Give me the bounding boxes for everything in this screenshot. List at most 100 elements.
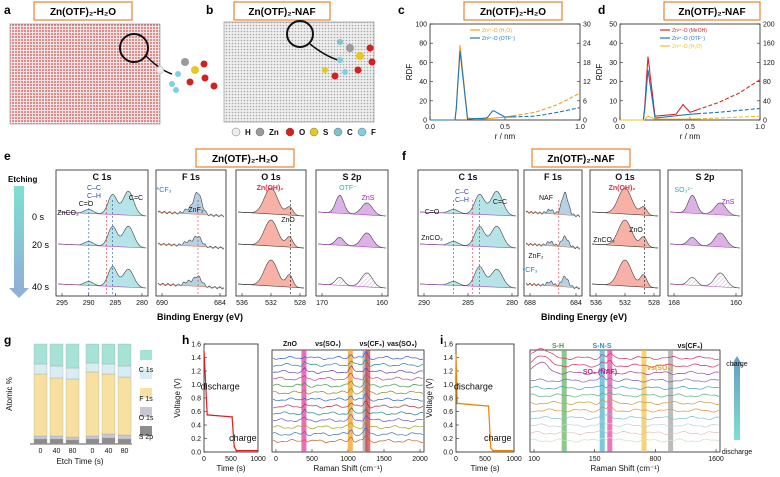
xps-baseline-F-1 xyxy=(157,243,225,249)
xps-tick-label: 536 xyxy=(590,300,602,307)
xps-tick-label: 684 xyxy=(570,300,582,307)
atom-C-swatch xyxy=(333,127,343,137)
series-line-1 xyxy=(620,70,697,121)
xps-tick-label: 285 xyxy=(109,300,121,307)
xps-baseline-O-2 xyxy=(591,283,659,289)
title-box-c xyxy=(463,1,563,21)
panel-letter-a: a xyxy=(4,3,11,17)
bar-1-3 xyxy=(49,365,64,379)
xps-title-C: C 1s xyxy=(92,172,111,182)
xps-fill-O-2 xyxy=(238,260,304,288)
xps-title-C: C 1s xyxy=(458,172,477,182)
panel-b: b Zn(OTF)₂-NAF xyxy=(206,1,376,123)
x-axis-label: Time (s) xyxy=(216,464,245,473)
x-tick-label: 0 xyxy=(202,456,206,463)
xps-fill-S-2 xyxy=(670,272,740,288)
panel-d: d Zn(OTF)₂-NAF 0.0 0.5 1.00102030405004080… xyxy=(595,1,775,141)
xps-tick-label: 285 xyxy=(462,300,474,307)
bar-0-2 xyxy=(33,373,48,437)
series-line-0 xyxy=(430,45,513,121)
x-axis-label: r / nm xyxy=(680,132,701,141)
xlabel-f: Binding Energy (eV) xyxy=(541,312,627,322)
xps-fill-F-0 xyxy=(526,192,580,218)
xps-baseline-C-2 xyxy=(419,283,517,289)
x-tick-label: 2000 xyxy=(412,456,428,463)
bar-category-label: 0 xyxy=(39,448,43,455)
bar-4-2 xyxy=(101,373,116,435)
raman-spectrum-1 xyxy=(530,355,720,368)
raman-spectrum-6 xyxy=(272,393,424,402)
y-tick-label: 1.6 xyxy=(443,342,453,349)
xps-tick-label: 528 xyxy=(294,300,306,307)
panel-letter-e: e xyxy=(4,149,11,163)
raman-annotation-0: ZnO xyxy=(283,341,298,348)
xps-tick-label: 280 xyxy=(506,300,518,307)
series-line-0 xyxy=(620,56,698,121)
raman-spectrum-0 xyxy=(272,351,424,361)
panel-letter-c: c xyxy=(398,3,405,17)
y-tick-label: 0.4 xyxy=(191,423,201,430)
raman-annotation-0: S-H xyxy=(552,343,564,350)
raman-spectrum-6 xyxy=(530,398,720,405)
bar-2-0 xyxy=(65,439,80,445)
xlabel-e: Binding Energy (eV) xyxy=(157,312,243,322)
x-tick-label: 0.0 xyxy=(615,124,625,131)
series-dashed-1 xyxy=(512,106,581,118)
xps-e-annotation-3: ZnCO₃ xyxy=(57,210,79,217)
bar-2-2 xyxy=(65,378,80,438)
bar-0-1 xyxy=(33,435,48,440)
xps-tick-label: 290 xyxy=(83,300,95,307)
xps-e-annotation-2: C=C xyxy=(129,195,143,202)
atom-O-label: O xyxy=(299,128,305,137)
xps-f-annotation-4: ZnCO₃ xyxy=(421,235,443,242)
xps-curve-F-1 xyxy=(157,235,225,250)
zoom-circle-a xyxy=(119,33,149,63)
x-axis-label: Raman Shift (cm⁻¹) xyxy=(590,464,659,473)
x-axis-label: Time (s) xyxy=(470,464,499,473)
xps-title-O: O 1s xyxy=(261,172,281,182)
xps-e-annotation-10: ZnS xyxy=(362,195,375,202)
x-tick-label: 1000 xyxy=(506,456,522,463)
y-tick-label: 0.6 xyxy=(191,409,201,416)
charge-label: charge xyxy=(726,361,748,368)
raman-spectrum-11 xyxy=(272,427,424,437)
xps-e-annotation-1: C–H xyxy=(87,193,101,200)
voltage-chart-i: 0 500 1000 0.0 0.2 0.4 0.6 0.8 1.0 1.2 1.4 1.6 Time … xyxy=(425,342,522,474)
title-c: Zn(OTF)₂-H₂O xyxy=(480,7,546,18)
voltage-point xyxy=(490,447,492,449)
series-line-2 xyxy=(620,115,697,121)
xps-tick-label: 160 xyxy=(730,300,742,307)
raman-spectrum-9 xyxy=(272,414,424,423)
atom-C-label: C xyxy=(347,128,353,137)
series-dashed-0 xyxy=(512,92,581,117)
raman-band-1 xyxy=(347,350,353,452)
xps-baseline-O-1 xyxy=(237,243,305,249)
xps-fill-F-2 xyxy=(158,275,224,289)
y-axis-label: RDF xyxy=(405,64,414,81)
series-dashed-1 xyxy=(696,107,761,115)
legend-swatch-3 xyxy=(140,407,152,417)
xps-tick-label: 280 xyxy=(136,300,148,307)
xps-tick-label: 295 xyxy=(56,300,68,307)
atom-legend: H Zn O S C F xyxy=(231,127,376,137)
xps-tick-label: 290 xyxy=(418,300,430,307)
panel-letter-h: h xyxy=(182,333,189,347)
xps-baseline-O-0 xyxy=(591,211,659,217)
raman-spectrum-2 xyxy=(530,361,720,376)
bar-category-label: 40 xyxy=(53,448,61,455)
y2-tick-label: 80 xyxy=(763,79,771,86)
bar-5-3 xyxy=(117,365,132,378)
title-d: Zn(OTF)₂-NAF xyxy=(678,7,745,18)
xps-f-annotation-12: ZnS xyxy=(722,199,735,206)
title-b: Zn(OTF)₂-NAF xyxy=(248,7,315,18)
xps-baseline-S-2 xyxy=(317,283,387,289)
xps-fill-C-2 xyxy=(420,266,516,288)
molecule-a xyxy=(156,58,218,93)
y-tick-label: 40 xyxy=(419,79,427,86)
bar-chart-g: Atomic % Etch Time (s) 0 40 80 0 40 80 C 1s F 1s O… xyxy=(5,343,154,466)
voltage-point xyxy=(456,402,458,405)
bar-category-label: 80 xyxy=(69,448,77,455)
zoom-circle-b xyxy=(286,20,314,48)
etching-arrow xyxy=(14,186,24,288)
raman-annotation-2: SO₂ (NAF) xyxy=(583,369,617,376)
